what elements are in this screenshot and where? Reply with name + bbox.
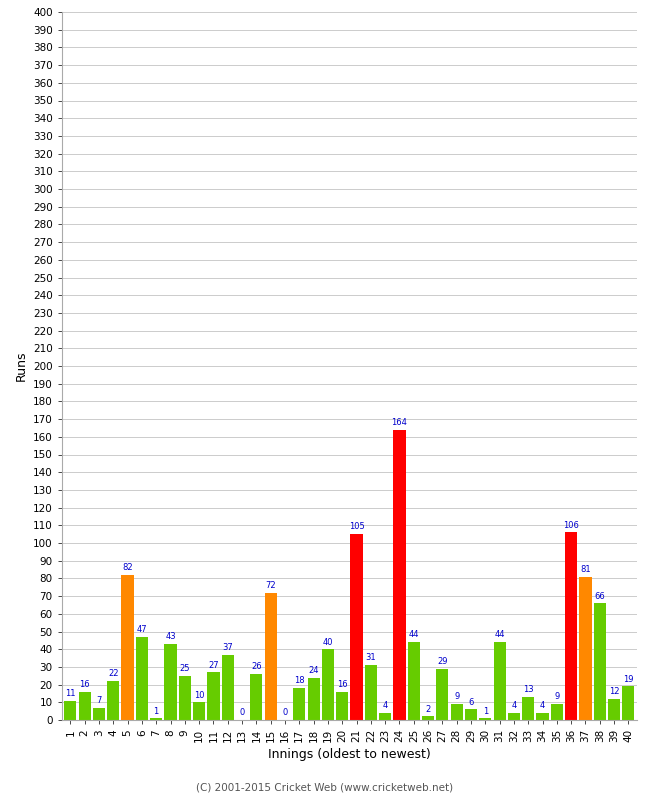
Text: 10: 10 [194, 690, 204, 700]
Bar [522, 697, 534, 720]
Text: 4: 4 [540, 702, 545, 710]
Text: 31: 31 [365, 654, 376, 662]
Bar [365, 665, 377, 720]
Bar [122, 575, 134, 720]
Bar [593, 603, 606, 720]
Bar [322, 650, 334, 720]
Bar [93, 708, 105, 720]
Text: 72: 72 [265, 581, 276, 590]
X-axis label: Innings (oldest to newest): Innings (oldest to newest) [268, 748, 431, 761]
Bar [293, 688, 306, 720]
Text: 4: 4 [512, 702, 517, 710]
Bar [350, 534, 363, 720]
Bar [622, 686, 634, 720]
Text: 6: 6 [468, 698, 474, 706]
Text: 24: 24 [308, 666, 319, 675]
Text: 18: 18 [294, 677, 305, 686]
Text: 44: 44 [408, 630, 419, 639]
Text: 13: 13 [523, 686, 534, 694]
Bar [408, 642, 420, 720]
Text: 12: 12 [609, 687, 619, 696]
Bar [307, 678, 320, 720]
Text: 19: 19 [623, 674, 634, 684]
Text: 16: 16 [79, 680, 90, 689]
Bar [64, 701, 77, 720]
Text: 105: 105 [348, 522, 365, 531]
Bar [479, 718, 491, 720]
Bar [565, 532, 577, 720]
Text: 9: 9 [554, 693, 560, 702]
Text: 1: 1 [483, 706, 488, 715]
Bar [250, 674, 263, 720]
Text: 9: 9 [454, 693, 460, 702]
Text: 47: 47 [136, 625, 147, 634]
Bar [536, 713, 549, 720]
Text: 44: 44 [495, 630, 505, 639]
Bar [265, 593, 277, 720]
Text: 16: 16 [337, 680, 348, 689]
Bar [136, 637, 148, 720]
Text: 164: 164 [391, 418, 408, 427]
Bar [379, 713, 391, 720]
Bar [193, 702, 205, 720]
Bar [107, 681, 120, 720]
Text: 1: 1 [153, 706, 159, 715]
Text: 29: 29 [437, 657, 448, 666]
Bar [79, 692, 91, 720]
Bar [551, 704, 563, 720]
Text: 22: 22 [108, 670, 118, 678]
Text: 43: 43 [165, 632, 176, 642]
Text: 4: 4 [382, 702, 388, 710]
Bar [608, 698, 620, 720]
Bar [436, 669, 448, 720]
Text: 25: 25 [179, 664, 190, 673]
Bar [422, 717, 434, 720]
Bar [336, 692, 348, 720]
Text: 40: 40 [322, 638, 333, 646]
Text: 66: 66 [594, 591, 605, 601]
Text: 0: 0 [282, 708, 287, 718]
Bar [508, 713, 520, 720]
Text: 2: 2 [426, 705, 431, 714]
Bar [150, 718, 162, 720]
Text: 7: 7 [96, 696, 101, 705]
Bar [579, 577, 592, 720]
Text: 26: 26 [251, 662, 262, 671]
Bar [207, 672, 220, 720]
Bar [222, 654, 234, 720]
Bar [179, 676, 191, 720]
Bar [465, 710, 477, 720]
Text: 82: 82 [122, 563, 133, 572]
Bar [164, 644, 177, 720]
Text: 106: 106 [564, 521, 579, 530]
Bar [493, 642, 506, 720]
Bar [450, 704, 463, 720]
Text: 27: 27 [208, 661, 219, 670]
Text: 11: 11 [65, 689, 75, 698]
Text: 37: 37 [222, 643, 233, 652]
Text: (C) 2001-2015 Cricket Web (www.cricketweb.net): (C) 2001-2015 Cricket Web (www.cricketwe… [196, 782, 454, 792]
Y-axis label: Runs: Runs [14, 350, 27, 382]
Bar [393, 430, 406, 720]
Text: 0: 0 [239, 708, 244, 718]
Text: 81: 81 [580, 565, 591, 574]
